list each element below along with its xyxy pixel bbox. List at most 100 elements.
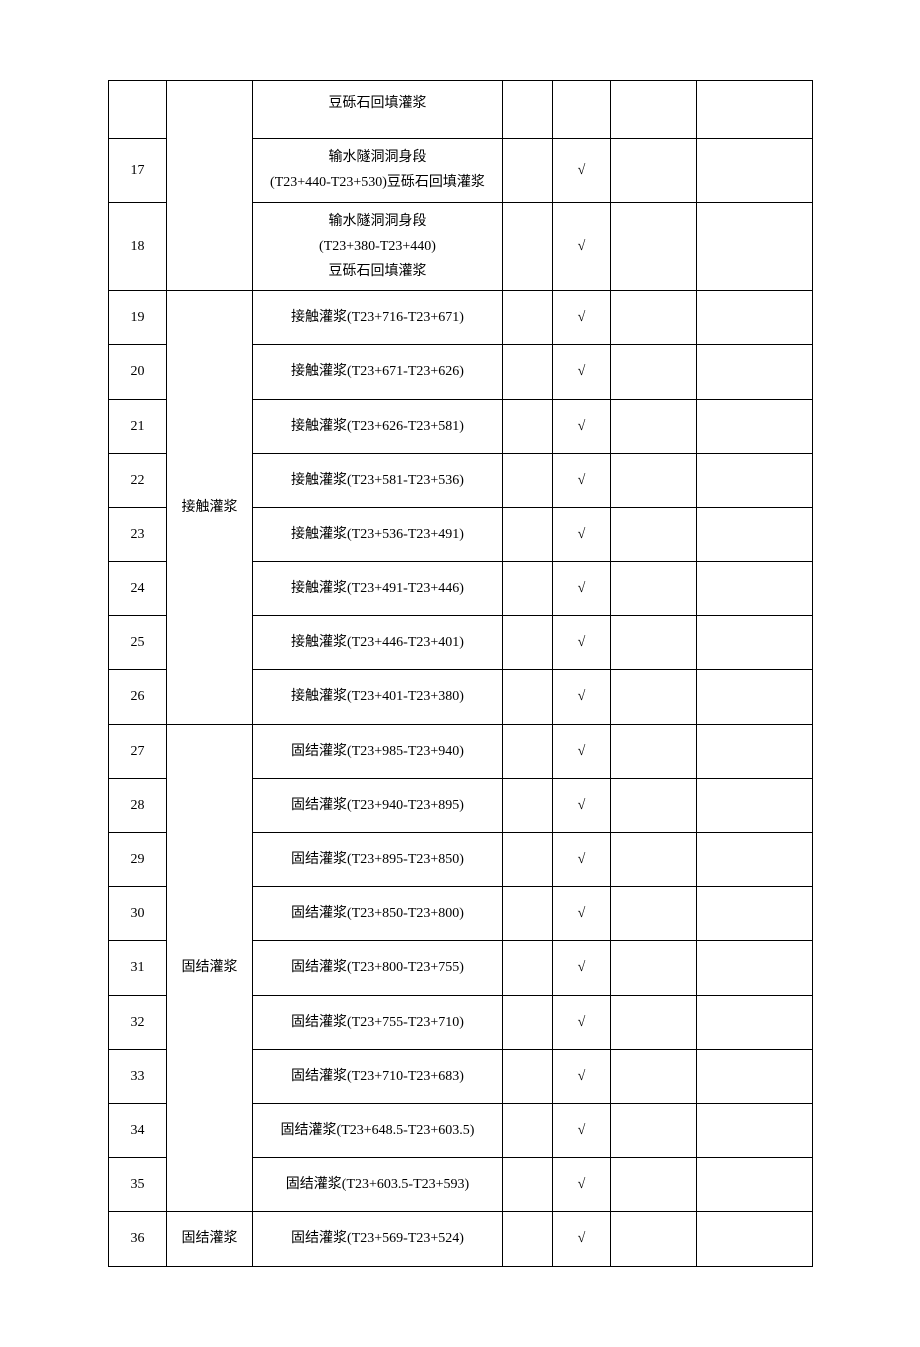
- cell-c6: [611, 507, 697, 561]
- cell-c4: [503, 291, 553, 345]
- cell-group: 接触灌浆: [167, 291, 253, 725]
- cell-c7: [697, 941, 813, 995]
- cell-desc: 输水隧洞洞身段(T23+380-T23+440)豆砾石回填灌浆: [253, 202, 503, 291]
- cell-c5: √: [553, 1158, 611, 1212]
- cell-desc: 接触灌浆(T23+491-T23+446): [253, 562, 503, 616]
- table-row: 27 固结灌浆 固结灌浆(T23+985-T23+940) √: [109, 724, 813, 778]
- cell-c4: [503, 616, 553, 670]
- page: 豆砾石回填灌浆 17 输水隧洞洞身段(T23+440-T23+530)豆砾石回填…: [0, 0, 920, 1347]
- cell-num: 25: [109, 616, 167, 670]
- cell-desc: 固结灌浆(T23+603.5-T23+593): [253, 1158, 503, 1212]
- cell-c6: [611, 1103, 697, 1157]
- cell-num: 22: [109, 453, 167, 507]
- cell-c6: [611, 778, 697, 832]
- cell-c5: √: [553, 562, 611, 616]
- cell-c6: [611, 291, 697, 345]
- cell-desc: 固结灌浆(T23+985-T23+940): [253, 724, 503, 778]
- cell-c6: [611, 670, 697, 724]
- cell-c5: √: [553, 1049, 611, 1103]
- cell-c7: [697, 1103, 813, 1157]
- cell-num: 21: [109, 399, 167, 453]
- cell-c7: [697, 453, 813, 507]
- cell-c4: [503, 81, 553, 139]
- cell-c5: √: [553, 291, 611, 345]
- cell-c4: [503, 399, 553, 453]
- cell-c4: [503, 345, 553, 399]
- cell-desc: 固结灌浆(T23+710-T23+683): [253, 1049, 503, 1103]
- table-row: 19 接触灌浆 接触灌浆(T23+716-T23+671) √: [109, 291, 813, 345]
- cell-num: 24: [109, 562, 167, 616]
- cell-group: [167, 81, 253, 291]
- cell-desc: 豆砾石回填灌浆: [253, 81, 503, 139]
- cell-c6: [611, 1212, 697, 1266]
- cell-c7: [697, 833, 813, 887]
- cell-c7: [697, 670, 813, 724]
- cell-c6: [611, 202, 697, 291]
- table-body: 豆砾石回填灌浆 17 输水隧洞洞身段(T23+440-T23+530)豆砾石回填…: [109, 81, 813, 1267]
- cell-group: 固结灌浆: [167, 1212, 253, 1266]
- cell-c7: [697, 202, 813, 291]
- cell-c7: [697, 345, 813, 399]
- cell-desc: 接触灌浆(T23+536-T23+491): [253, 507, 503, 561]
- cell-c7: [697, 724, 813, 778]
- cell-c5: √: [553, 399, 611, 453]
- cell-c5: √: [553, 941, 611, 995]
- cell-c7: [697, 1158, 813, 1212]
- cell-c4: [503, 562, 553, 616]
- cell-desc: 接触灌浆(T23+446-T23+401): [253, 616, 503, 670]
- cell-c4: [503, 670, 553, 724]
- cell-c7: [697, 995, 813, 1049]
- cell-group: 固结灌浆: [167, 724, 253, 1212]
- cell-c7: [697, 291, 813, 345]
- cell-num: 28: [109, 778, 167, 832]
- cell-c6: [611, 562, 697, 616]
- table-row: 36 固结灌浆 固结灌浆(T23+569-T23+524) √: [109, 1212, 813, 1266]
- cell-num: 30: [109, 887, 167, 941]
- cell-c7: [697, 1212, 813, 1266]
- cell-c5: √: [553, 202, 611, 291]
- cell-c5: √: [553, 507, 611, 561]
- cell-desc: 固结灌浆(T23+569-T23+524): [253, 1212, 503, 1266]
- cell-c5: √: [553, 1212, 611, 1266]
- cell-num: 29: [109, 833, 167, 887]
- cell-desc: 固结灌浆(T23+895-T23+850): [253, 833, 503, 887]
- cell-c4: [503, 453, 553, 507]
- cell-c6: [611, 616, 697, 670]
- cell-num: 23: [109, 507, 167, 561]
- cell-c4: [503, 1158, 553, 1212]
- cell-c6: [611, 399, 697, 453]
- cell-c6: [611, 1049, 697, 1103]
- cell-num: 35: [109, 1158, 167, 1212]
- cell-c5: √: [553, 1103, 611, 1157]
- cell-c4: [503, 833, 553, 887]
- cell-desc: 输水隧洞洞身段(T23+440-T23+530)豆砾石回填灌浆: [253, 139, 503, 202]
- cell-num: 34: [109, 1103, 167, 1157]
- cell-c6: [611, 724, 697, 778]
- cell-c6: [611, 887, 697, 941]
- cell-desc: 接触灌浆(T23+716-T23+671): [253, 291, 503, 345]
- cell-c7: [697, 1049, 813, 1103]
- cell-c7: [697, 562, 813, 616]
- cell-desc: 固结灌浆(T23+940-T23+895): [253, 778, 503, 832]
- cell-c5: √: [553, 670, 611, 724]
- cell-c4: [503, 139, 553, 202]
- cell-desc: 固结灌浆(T23+755-T23+710): [253, 995, 503, 1049]
- cell-c7: [697, 887, 813, 941]
- cell-c4: [503, 1103, 553, 1157]
- cell-num: 20: [109, 345, 167, 399]
- cell-c4: [503, 995, 553, 1049]
- cell-c6: [611, 833, 697, 887]
- cell-num: 18: [109, 202, 167, 291]
- cell-c7: [697, 507, 813, 561]
- cell-c6: [611, 995, 697, 1049]
- cell-c7: [697, 139, 813, 202]
- cell-desc: 固结灌浆(T23+800-T23+755): [253, 941, 503, 995]
- cell-c7: [697, 778, 813, 832]
- cell-c5: √: [553, 778, 611, 832]
- cell-c4: [503, 724, 553, 778]
- cell-c5: √: [553, 887, 611, 941]
- cell-num: 36: [109, 1212, 167, 1266]
- cell-c7: [697, 616, 813, 670]
- cell-c4: [503, 202, 553, 291]
- cell-c6: [611, 453, 697, 507]
